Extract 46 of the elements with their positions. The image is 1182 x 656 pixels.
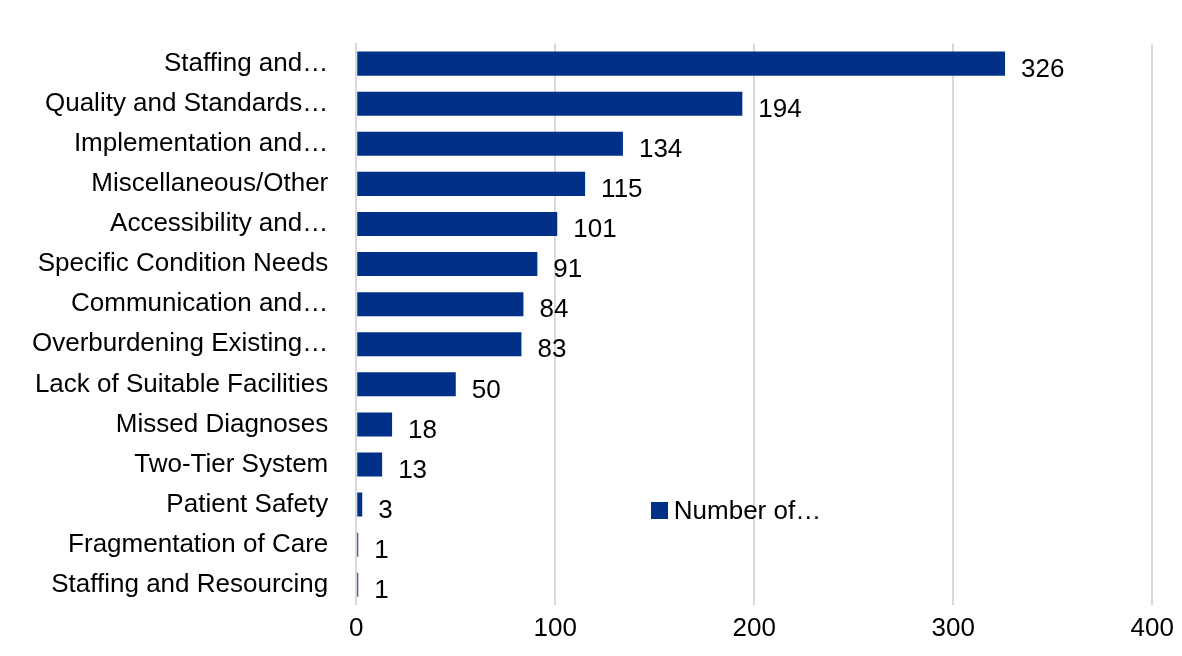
legend-label: Number of… — [673, 495, 822, 527]
y-tick-label: Patient Safety — [166, 487, 329, 518]
y-tick-label: Staffing and… — [163, 46, 329, 77]
bar — [357, 211, 558, 237]
y-tick-label: Fragmentation of Care — [68, 527, 329, 558]
bar — [357, 492, 363, 517]
data-label: 115 — [601, 173, 643, 204]
y-tick-label: Staffing and Resourcing — [51, 567, 329, 598]
bar — [357, 412, 393, 437]
data-label: 3 — [378, 493, 393, 524]
bar — [357, 452, 383, 477]
data-label: 13 — [398, 453, 428, 484]
data-label: 18 — [408, 413, 437, 444]
data-label: 326 — [1021, 52, 1065, 83]
data-label: 1 — [374, 573, 389, 604]
x-tick-label: 100 — [533, 611, 577, 642]
bar — [357, 292, 524, 317]
bar — [357, 51, 1006, 76]
y-tick-label: Missed Diagnoses — [115, 407, 329, 438]
bar — [357, 252, 538, 277]
y-tick-label: Lack of Suitable Facilities — [34, 367, 329, 398]
bar — [357, 131, 623, 156]
y-tick-label: Specific Condition Needs — [37, 247, 329, 278]
x-tick-label: 300 — [931, 611, 975, 642]
x-tick-label: 400 — [1130, 611, 1175, 642]
data-label: 194 — [758, 92, 802, 123]
data-label: 91 — [553, 253, 583, 284]
data-label: 83 — [537, 333, 567, 364]
y-tick-label: Communication and… — [71, 287, 329, 318]
bar — [357, 332, 522, 357]
data-label: 1 — [374, 533, 389, 564]
data-label: 101 — [573, 213, 617, 244]
x-tick-label: 0 — [349, 611, 364, 642]
data-label: 134 — [638, 132, 683, 163]
y-tick-label: Miscellaneous/Other — [91, 167, 329, 198]
data-label: 50 — [471, 373, 501, 404]
data-label: 84 — [539, 293, 569, 324]
y-tick-label: Accessibility and… — [110, 207, 329, 238]
y-tick-label: Overburdening Existing… — [31, 327, 329, 358]
y-tick-label: Implementation and… — [73, 126, 329, 157]
bar — [357, 91, 743, 116]
x-tick-label: 200 — [732, 611, 776, 642]
y-tick-label: Two-Tier System — [134, 447, 329, 478]
bar — [357, 372, 456, 397]
y-tick-label: Quality and Standards… — [44, 86, 329, 117]
bar — [357, 171, 586, 196]
